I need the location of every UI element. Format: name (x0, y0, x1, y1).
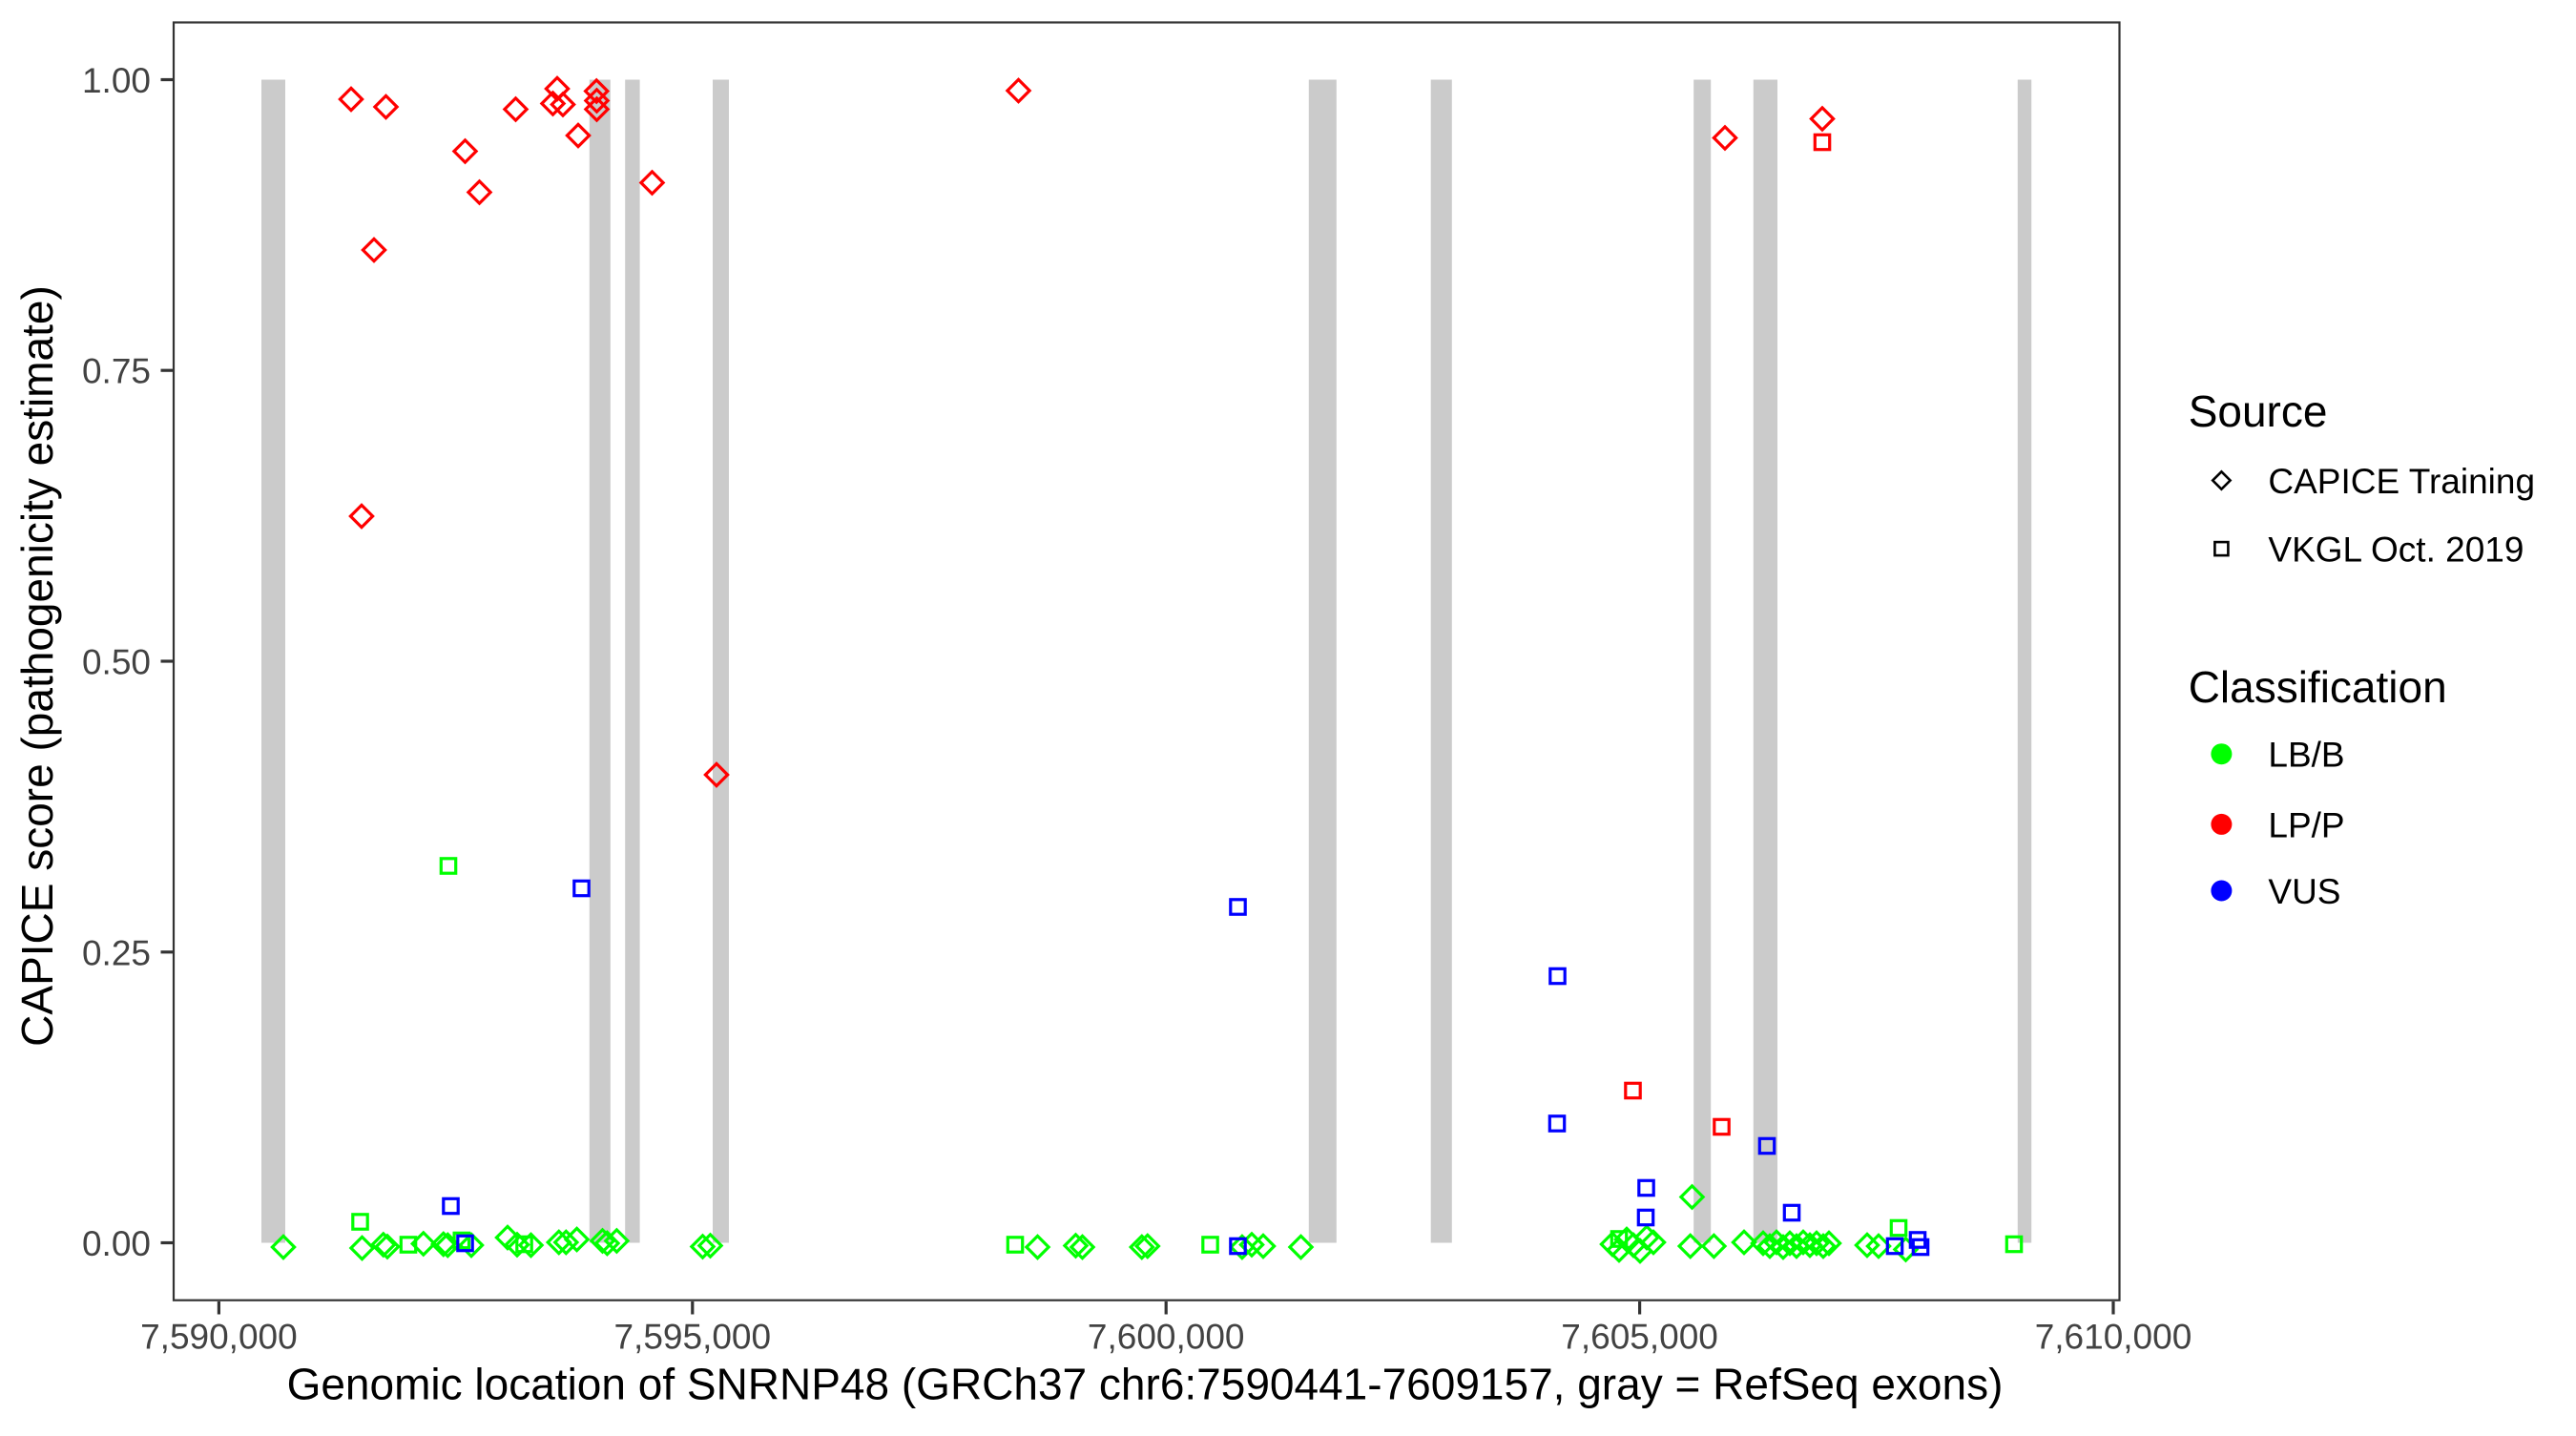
svg-text:Classification: Classification (2189, 662, 2447, 712)
svg-text:CAPICE Training: CAPICE Training (2268, 462, 2535, 501)
svg-text:0.00: 0.00 (82, 1224, 151, 1263)
svg-text:7,595,000: 7,595,000 (613, 1318, 771, 1357)
svg-text:VKGL Oct. 2019: VKGL Oct. 2019 (2268, 531, 2524, 570)
svg-text:Source: Source (2189, 386, 2328, 436)
svg-text:0.75: 0.75 (82, 352, 151, 391)
svg-text:Genomic location of SNRNP48 (G: Genomic location of SNRNP48 (GRCh37 chr6… (287, 1360, 2004, 1409)
svg-text:0.50: 0.50 (82, 643, 151, 682)
svg-text:CAPICE score (pathogenicity es: CAPICE score (pathogenicity estimate) (12, 285, 62, 1047)
svg-text:7,605,000: 7,605,000 (1561, 1318, 1718, 1357)
svg-text:7,610,000: 7,610,000 (2035, 1318, 2192, 1357)
svg-text:1.00: 1.00 (82, 61, 151, 100)
svg-text:VUS: VUS (2268, 872, 2340, 911)
svg-text:7,600,000: 7,600,000 (1088, 1318, 1245, 1357)
svg-text:0.25: 0.25 (82, 933, 151, 972)
svg-text:LB/B: LB/B (2268, 736, 2344, 775)
svg-text:7,590,000: 7,590,000 (140, 1318, 298, 1357)
svg-text:LP/P: LP/P (2268, 805, 2344, 844)
